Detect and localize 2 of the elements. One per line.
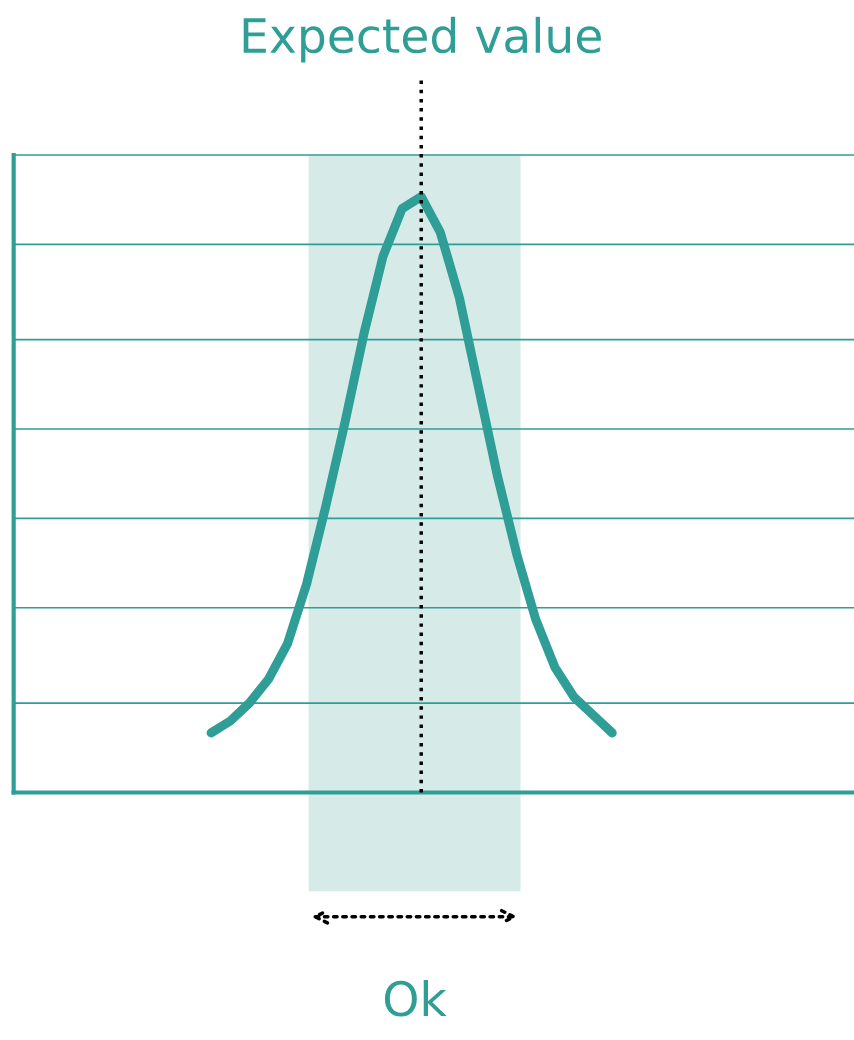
text: Expected value [243, 16, 601, 63]
text: Ok [384, 980, 447, 1017]
